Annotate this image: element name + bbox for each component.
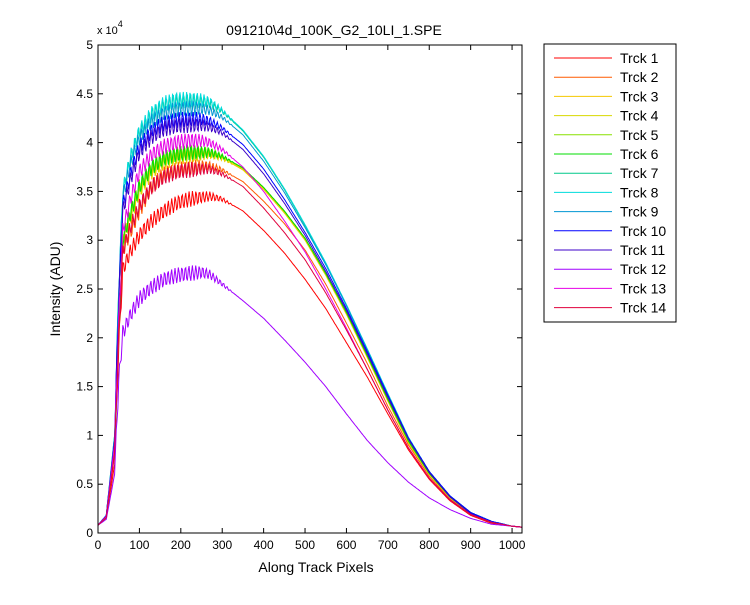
legend-label: Trck 6 (620, 146, 659, 162)
y-tick-label: 5 (86, 38, 93, 52)
chart-title: 091210\4d_100K_G2_10LI_1.SPE (226, 22, 442, 38)
series-layer (97, 91, 522, 528)
y-tick-label: 4 (86, 136, 93, 150)
x-tick-label: 600 (336, 538, 356, 552)
legend-label: Trck 9 (620, 204, 659, 220)
legend-label: Trck 2 (620, 69, 659, 85)
y-tick-label: 3 (86, 233, 93, 247)
x-tick-label: 1000 (499, 538, 526, 552)
x-tick-label: 800 (419, 538, 439, 552)
legend-label: Trck 1 (620, 50, 659, 66)
legend-label: Trck 8 (620, 184, 659, 200)
x-tick-label: 0 (95, 538, 102, 552)
y-exponent-label: x 104 (97, 19, 123, 37)
y-tick-label: 1.5 (76, 380, 93, 394)
x-tick-label: 500 (295, 538, 315, 552)
y-tick-label: 0 (86, 526, 93, 540)
y-axis-label: Intensity (ADU) (47, 242, 63, 337)
legend-label: Trck 13 (620, 280, 666, 296)
x-axis-label: Along Track Pixels (258, 559, 373, 575)
legend-box (543, 43, 677, 323)
series-line (97, 111, 522, 528)
legend-label: Trck 12 (620, 261, 666, 277)
x-tick-label: 900 (461, 538, 481, 552)
legend: Trck 1 Trck 2 Trck 3 Trck 4 Trck 5 Trck 6 Trck… (543, 43, 677, 323)
legend-label: Trck 4 (620, 108, 659, 124)
x-tick-label: 700 (378, 538, 398, 552)
legend-label: Trck 5 (620, 127, 659, 143)
y-tick-label: 1 (86, 428, 93, 442)
series-line (97, 191, 522, 528)
legend-label: Trck 11 (620, 242, 665, 258)
x-tick-label: 300 (212, 538, 232, 552)
x-tick-label: 400 (254, 538, 274, 552)
legend-label: Trck 3 (620, 88, 659, 104)
x-tick-label: 100 (129, 538, 149, 552)
y-tick-label: 2 (86, 331, 93, 345)
legend-label: Trck 10 (620, 223, 666, 239)
y-tick-label: 2.5 (76, 282, 93, 296)
y-tick-label: 4.5 (76, 87, 93, 101)
y-tick-label: 3.5 (76, 184, 93, 198)
series-line (97, 265, 522, 528)
series-line (97, 162, 522, 528)
x-tick-label: 200 (171, 538, 191, 552)
series-line (97, 117, 522, 528)
legend-label: Trck 14 (620, 300, 666, 316)
axes: 0 100 200 300 400 500 600 700 800 900 1000 0 0.5 1 1.5… (76, 38, 525, 552)
series-line (97, 159, 522, 528)
legend-label: Trck 7 (620, 165, 659, 181)
y-tick-label: 0.5 (76, 477, 93, 491)
